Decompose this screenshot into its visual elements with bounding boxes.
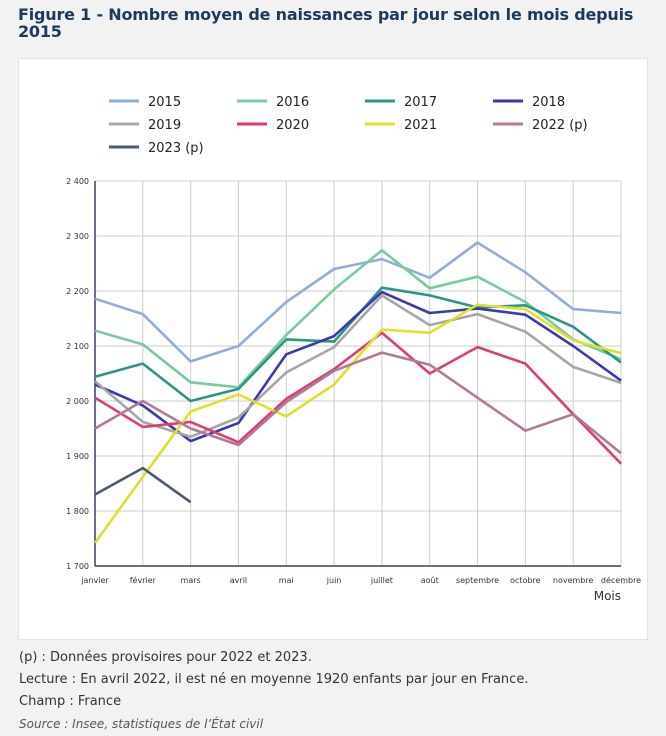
x-tick-label: juillet bbox=[370, 576, 393, 585]
x-tick-label: octobre bbox=[510, 576, 541, 585]
gridlines: 1 700 1 800 1 900 2 000 2 100 2 200 2 300 2 400… bbox=[66, 177, 641, 585]
legend-item[interactable]: 2019 bbox=[109, 118, 181, 133]
x-tick-label: décembre bbox=[601, 575, 641, 585]
legend-label: 2023 (p) bbox=[148, 141, 204, 156]
legend-item[interactable]: 2021 bbox=[365, 118, 437, 133]
y-tick-label: 2 100 bbox=[66, 342, 89, 351]
x-tick-label: janvier bbox=[80, 576, 109, 585]
x-tick-label: mai bbox=[279, 576, 294, 585]
chart-panel: 2015 2016 2017 2018 2019 2020 2021 2022 (p) 2023… bbox=[18, 58, 648, 640]
series-line-2015[interactable] bbox=[94, 241, 622, 363]
series-line-2023[interactable] bbox=[94, 466, 192, 504]
series-line-2019[interactable] bbox=[94, 294, 622, 439]
axes bbox=[94, 181, 621, 567]
legend-label: 2021 bbox=[404, 118, 437, 133]
x-tick-label: septembre bbox=[456, 576, 499, 585]
note-source: Source : Insee, statistiques de l’État c… bbox=[19, 717, 264, 731]
legend-label: 2020 bbox=[276, 118, 309, 133]
note-provisional: (p) : Données provisoires pour 2022 et 2… bbox=[19, 650, 312, 665]
note-reading: Lecture : En avril 2022, il est né en mo… bbox=[19, 672, 529, 687]
y-tick-label: 2 300 bbox=[66, 232, 89, 241]
figure-notes: (p) : Données provisoires pour 2022 et 2… bbox=[19, 647, 659, 735]
legend-label: 2019 bbox=[148, 118, 181, 133]
legend-item[interactable]: 2020 bbox=[237, 118, 309, 133]
legend-item[interactable]: 2015 bbox=[109, 95, 181, 110]
y-tick-label: 2 400 bbox=[66, 177, 89, 186]
series-line-2020[interactable] bbox=[94, 331, 622, 465]
series-line-2022[interactable] bbox=[94, 351, 622, 455]
x-tick-label: mars bbox=[181, 576, 201, 585]
figure-title: Figure 1 - Nombre moyen de naissances pa… bbox=[18, 5, 634, 41]
line-chart: 2015 2016 2017 2018 2019 2020 2021 2022 (p) 2023… bbox=[66, 95, 641, 603]
legend: 2015 2016 2017 2018 2019 2020 2021 2022 (p) 2023… bbox=[109, 95, 588, 156]
series-lines bbox=[93, 241, 622, 544]
series-line-2021[interactable] bbox=[93, 303, 622, 544]
x-tick-label: avril bbox=[230, 576, 247, 585]
legend-label: 2018 bbox=[532, 95, 565, 110]
x-tick-label: juin bbox=[326, 576, 342, 585]
x-tick-label: novembre bbox=[553, 576, 594, 585]
y-tick-label: 1 700 bbox=[66, 562, 89, 571]
y-tick-label: 2 200 bbox=[66, 287, 89, 296]
x-tick-label: février bbox=[130, 575, 157, 585]
y-tick-label: 1 900 bbox=[66, 452, 89, 461]
legend-item[interactable]: 2016 bbox=[237, 95, 309, 110]
x-tick-label: août bbox=[421, 576, 439, 585]
x-axis-label: Mois bbox=[594, 589, 621, 603]
note-scope: Champ : France bbox=[19, 694, 122, 709]
y-tick-label: 2 000 bbox=[66, 397, 89, 406]
legend-label: 2022 (p) bbox=[532, 118, 588, 133]
legend-item[interactable]: 2018 bbox=[493, 95, 565, 110]
legend-item[interactable]: 2017 bbox=[365, 95, 437, 110]
y-tick-label: 1 800 bbox=[66, 507, 89, 516]
legend-item[interactable]: 2022 (p) bbox=[493, 118, 588, 133]
legend-label: 2015 bbox=[148, 95, 181, 110]
legend-label: 2017 bbox=[404, 95, 437, 110]
legend-label: 2016 bbox=[276, 95, 309, 110]
legend-item[interactable]: 2023 (p) bbox=[109, 141, 204, 156]
